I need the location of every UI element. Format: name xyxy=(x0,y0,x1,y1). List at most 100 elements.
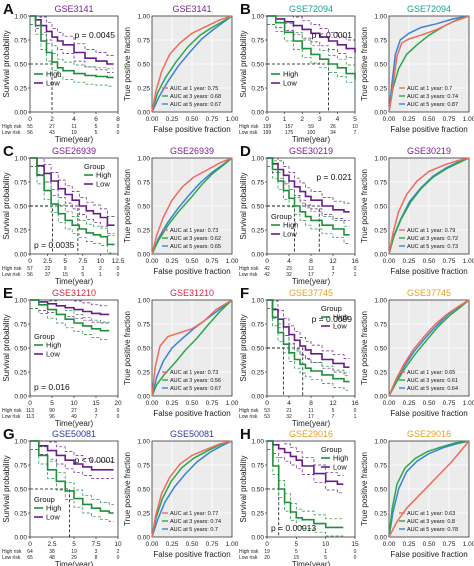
roc-x-tick-label: 0.50 xyxy=(186,541,199,548)
roc-plot-frame xyxy=(388,157,470,255)
roc-y-tick-label: 0.50 xyxy=(374,204,387,211)
roc-y-tick-label: 1.00 xyxy=(374,156,387,163)
roc-y-axis-label: True positive fraction xyxy=(360,169,369,243)
risk-table-cell: 56 xyxy=(27,272,33,278)
roc-plot-frame xyxy=(151,299,233,397)
roc-y-tick-label: 0.25 xyxy=(374,511,387,518)
km-y-tick-label: 1.00 xyxy=(251,156,264,163)
km-pvalue: p = 0.00013 xyxy=(271,523,316,533)
risk-table-cell: 34 xyxy=(330,130,336,136)
roc-x-tick-label: 0.50 xyxy=(423,116,436,123)
km-x-tick-label: 5 xyxy=(295,541,299,548)
km-y-tick-label: 0.25 xyxy=(251,511,264,518)
km-legend-label: Low xyxy=(46,350,60,359)
panel-letter: B xyxy=(240,1,251,18)
km-y-tick-label: 0.75 xyxy=(251,463,264,470)
risk-table-cell: 38 xyxy=(49,549,55,555)
km-y-tick-label: 0.25 xyxy=(251,228,264,235)
risk-table-label: High risk xyxy=(2,549,22,555)
km-x-axis-label: Time(year) xyxy=(55,419,94,428)
km-x-tick-label: 7.5 xyxy=(91,541,100,548)
roc-curve-5-year xyxy=(151,157,233,255)
roc-x-tick-label: 0.50 xyxy=(186,258,199,265)
roc-title: GSE29016 xyxy=(407,429,451,439)
risk-table-cell: 5 xyxy=(324,555,327,561)
roc-x-tick-label: 0.50 xyxy=(423,541,436,548)
km-x-tick-label: 15 xyxy=(351,541,359,548)
panel-b: B GSE72094 0.00 0.25 0.50 0.75 1.00 Survival pr… xyxy=(239,1,474,144)
km-y-tick-label: 1.00 xyxy=(14,156,27,163)
roc-y-axis-label: True positive fraction xyxy=(123,311,132,385)
km-x-tick-label: 8 xyxy=(116,116,120,123)
km-median-line xyxy=(30,205,79,254)
km-y-tick-label: 0.75 xyxy=(251,180,264,187)
km-legend-label: Low xyxy=(333,322,347,331)
risk-table-cell: 8 xyxy=(95,555,98,561)
km-x-axis-label: Time(year) xyxy=(292,135,331,144)
roc-y-tick-label: 0.00 xyxy=(374,535,387,542)
risk-table-cell: 17 xyxy=(308,272,314,278)
km-legend-title: Group xyxy=(84,162,105,171)
km-legend-label: High xyxy=(96,171,111,180)
risk-table-cell: 7 xyxy=(332,272,335,278)
risk-table-cell: 0 xyxy=(117,130,120,136)
km-legend-title: Group xyxy=(34,495,55,504)
km-low-ci-lower xyxy=(30,308,110,324)
km-x-tick-label: 3 xyxy=(318,116,322,123)
km-low-ci-lower xyxy=(30,449,114,479)
roc-x-tick-label: 0.25 xyxy=(403,541,416,548)
risk-table-cell: 7 xyxy=(332,414,335,420)
risk-table-cell: 55 xyxy=(27,124,33,130)
roc-x-axis-label: False positive fraction xyxy=(153,409,230,418)
roc-x-tick-label: 0.25 xyxy=(166,258,179,265)
km-high-curve xyxy=(267,157,350,236)
roc-x-tick-label: 0.50 xyxy=(186,116,199,123)
km-high-curve xyxy=(30,157,115,246)
roc-curve-3-year xyxy=(388,299,470,397)
km-x-tick-label: 7.5 xyxy=(78,258,87,265)
risk-table-cell: 19 xyxy=(264,549,270,555)
km-y-tick-label: 0.00 xyxy=(251,535,264,542)
km-high-ci-upper xyxy=(267,440,344,520)
km-legend-label: High xyxy=(46,504,61,513)
km-high-ci-lower xyxy=(267,308,350,391)
km-pvalue: p < 0.0001 xyxy=(312,30,353,40)
roc-y-tick-label: 0.25 xyxy=(137,370,150,377)
roc-x-tick-label: 0.75 xyxy=(443,258,456,265)
roc-x-axis-label: False positive fraction xyxy=(153,267,230,276)
roc-curve-3-year xyxy=(151,440,233,538)
roc-plot-frame xyxy=(388,15,470,113)
roc-title: GSE50081 xyxy=(170,429,214,439)
risk-table-label: High risk xyxy=(239,549,259,555)
km-legend-label: Low xyxy=(46,513,60,522)
km-y-tick-label: 0.00 xyxy=(14,252,27,259)
risk-table-cell: 2 xyxy=(117,549,120,555)
roc-curve-3-year xyxy=(151,157,233,255)
km-low-ci-upper xyxy=(267,157,350,204)
roc-curve-1-year xyxy=(388,440,470,538)
km-x-tick-label: 2.5 xyxy=(43,258,52,265)
km-x-tick-label: 0 xyxy=(265,541,269,548)
km-pvalue: p = 0.0099 xyxy=(312,314,353,324)
km-legend-label: High xyxy=(283,221,298,230)
roc-x-tick-label: 0.75 xyxy=(443,116,456,123)
risk-table-cell: 57 xyxy=(27,266,33,272)
risk-table-cell: 59 xyxy=(308,124,314,130)
km-high-ci-lower xyxy=(30,166,115,254)
risk-table-cell: 0 xyxy=(117,555,120,561)
risk-table-cell: 5 xyxy=(295,549,298,555)
risk-table-label: Low risk xyxy=(2,130,21,136)
km-x-axis-label: Time(year) xyxy=(292,419,331,428)
roc-curve-1-year xyxy=(151,15,233,113)
roc-x-tick-label: 0.00 xyxy=(383,258,396,265)
roc-curve-1-year xyxy=(388,15,470,113)
km-x-tick-label: 1 xyxy=(283,116,287,123)
km-x-tick-label: 5 xyxy=(353,116,357,123)
roc-x-tick-label: 0.75 xyxy=(206,258,219,265)
km-legend-label: High xyxy=(46,341,61,350)
roc-auc-label: AUC at 1 year: 0.75 xyxy=(170,86,218,92)
roc-auc-label: AUC at 1 year: 0.77 xyxy=(170,511,218,517)
roc-x-axis-label: False positive fraction xyxy=(390,409,467,418)
km-legend-label: High xyxy=(46,70,61,79)
roc-curve-5-year xyxy=(388,15,470,113)
